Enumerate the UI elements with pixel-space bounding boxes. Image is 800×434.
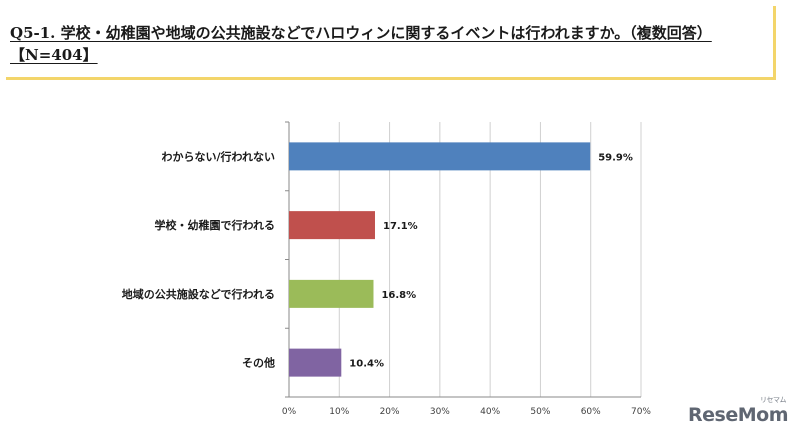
logo-subtext: リセマム [760,396,787,404]
question-box [6,6,776,80]
bar [289,279,374,308]
category-label: その他 [242,356,275,370]
logo-text: ReseMom [688,404,788,426]
category-label: 学校・幼稚園で行われる [155,218,275,232]
x-tick-label: 30% [430,407,450,417]
data-label: 17.1% [383,221,418,232]
data-label: 59.9% [598,152,633,163]
category-label: わからない/行われない [162,149,275,163]
question-title: Q5-1. 学校・幼稚園や地域の公共施設などでハロウィンに関するイベントは行われ… [10,24,712,64]
bar [289,348,342,377]
data-label: 16.8% [381,290,416,301]
resemom-logo: ReseMom リセマム [688,396,788,426]
x-tick-label: 40% [480,407,500,417]
category-label: 地域の公共施設などで行われる [122,287,275,301]
x-tick-label: 70% [631,407,651,417]
data-label: 10.4% [349,359,384,370]
bar [289,211,375,240]
x-tick-label: 10% [329,407,349,417]
x-tick-label: 50% [530,407,550,417]
x-tick-label: 60% [581,407,601,417]
x-tick-label: 20% [380,407,400,417]
x-tick-label: 0% [282,407,297,417]
bar [289,142,591,171]
